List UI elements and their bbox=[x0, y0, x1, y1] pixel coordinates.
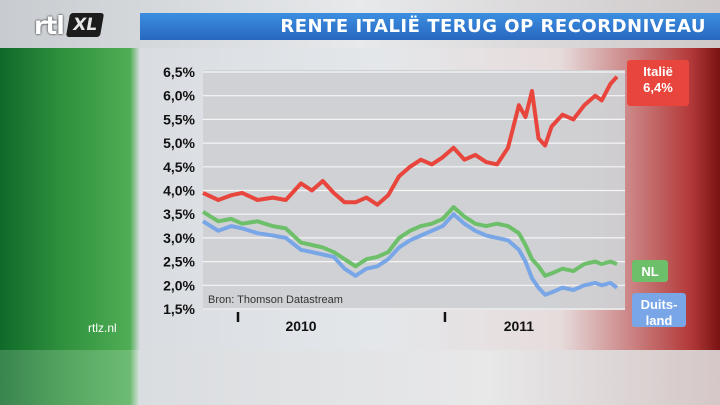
y-tick-label: 4,0% bbox=[163, 183, 195, 199]
left-footer-band bbox=[0, 350, 140, 405]
series-label-box bbox=[632, 293, 686, 327]
series-line-duitsland bbox=[201, 212, 619, 297]
page-title: RENTE ITALIË TERUG OP RECORDNIVEAU bbox=[280, 16, 706, 37]
series-label: 6,4% bbox=[643, 80, 673, 95]
series-label: land bbox=[646, 313, 673, 328]
series-line-italië bbox=[202, 75, 619, 207]
y-tick-label: 6,0% bbox=[163, 88, 195, 104]
series-label: Italië bbox=[643, 64, 673, 79]
y-tick-label: 1,5% bbox=[163, 301, 195, 317]
y-tick-label: 2,0% bbox=[163, 277, 195, 293]
y-tick-label: 6,5% bbox=[163, 64, 195, 80]
y-tick-label: 5,5% bbox=[163, 111, 195, 127]
y-tick-label: 3,5% bbox=[163, 206, 195, 222]
series-label-box bbox=[632, 260, 668, 282]
x-tick-label: 2011 bbox=[504, 318, 535, 334]
logo-text: rtl bbox=[34, 10, 65, 40]
y-tick-label: 3,0% bbox=[163, 230, 195, 246]
y-tick-label: 2,5% bbox=[163, 254, 195, 270]
y-tick-label: 5,0% bbox=[163, 135, 195, 151]
rtlz-logo[interactable]: rtl XL bbox=[34, 10, 104, 40]
site-url: rtlz.nl bbox=[88, 321, 117, 335]
source-label: Bron: Thomson Datastream bbox=[208, 294, 343, 306]
series-label: Duits- bbox=[641, 297, 678, 312]
x-tick-label: 2010 bbox=[285, 318, 316, 334]
series-line-nl bbox=[201, 205, 618, 278]
series-label-box bbox=[627, 60, 689, 106]
title-bar: RENTE ITALIË TERUG OP RECORDNIVEAU bbox=[140, 13, 720, 40]
footer-band bbox=[140, 350, 720, 405]
y-tick-label: 4,5% bbox=[163, 159, 195, 175]
series-label: NL bbox=[641, 264, 658, 279]
